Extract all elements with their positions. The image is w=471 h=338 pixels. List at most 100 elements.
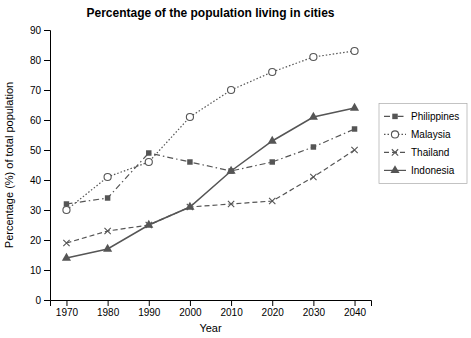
tick: 2040 — [344, 300, 367, 318]
tick-mark — [355, 300, 356, 306]
marker — [63, 206, 70, 213]
tick-label: 20 — [30, 235, 42, 246]
x-axis: 1970 1980 1990 2000 2010 2020 2030 2040 — [51, 300, 372, 318]
marker — [103, 244, 112, 252]
tick: 40 — [30, 175, 50, 186]
tick-mark — [44, 60, 50, 61]
tick-label: 1990 — [138, 307, 161, 318]
marker — [309, 112, 318, 120]
legend-item: Philippines — [384, 111, 459, 122]
tick: 10 — [30, 265, 50, 276]
axis-line — [44, 31, 51, 301]
marker — [351, 47, 358, 54]
tick-label: 60 — [30, 115, 42, 126]
tick-label: 2000 — [179, 307, 202, 318]
chart: 1970198019902000201020202030204001020304… — [0, 0, 471, 338]
marker — [269, 198, 275, 204]
marker — [310, 174, 316, 180]
legend-label: Thailand — [411, 147, 449, 158]
legend-frame — [379, 103, 467, 183]
tick-mark — [44, 180, 50, 181]
tick-mark — [44, 240, 50, 241]
tick: 1990 — [138, 300, 161, 318]
legend-item: Indonesia — [384, 165, 455, 176]
legend-marker — [392, 149, 398, 155]
title: Percentage of the population living in c… — [86, 6, 334, 20]
tick-mark — [44, 210, 50, 211]
marker — [104, 228, 110, 234]
legend: Philippines Malaysia Thailand Indonesia — [379, 103, 467, 183]
marker — [311, 144, 316, 149]
marker — [62, 253, 71, 261]
tick: 2010 — [220, 300, 243, 318]
tick-label: 80 — [30, 55, 42, 66]
marker — [352, 126, 357, 131]
tick-label: 2020 — [262, 307, 285, 318]
tick-label: 90 — [30, 25, 42, 36]
tick: 60 — [30, 115, 50, 126]
marker — [63, 240, 69, 246]
legend-item: Thailand — [384, 147, 449, 158]
tick: 1980 — [97, 300, 120, 318]
tick-label: 2010 — [220, 307, 243, 318]
tick: 0 — [35, 295, 50, 306]
marker — [310, 53, 317, 60]
marker — [350, 103, 359, 111]
tick-label: 40 — [30, 175, 42, 186]
marker — [146, 150, 151, 155]
y-axis-title: Percentage (%) of total population — [3, 82, 15, 248]
tick: 2020 — [262, 300, 285, 318]
tick-mark — [44, 120, 50, 121]
marker — [105, 195, 110, 200]
tick-label: 30 — [30, 205, 42, 216]
tick: 90 — [30, 25, 50, 36]
axis-line — [51, 301, 372, 307]
tick: 50 — [30, 145, 50, 156]
tick: 2030 — [303, 300, 326, 318]
tick: 80 — [30, 55, 50, 66]
tick-label: 50 — [30, 145, 42, 156]
marker — [269, 68, 276, 75]
tick-mark — [44, 30, 50, 31]
legend-marker — [390, 165, 399, 173]
tick-label: 2030 — [303, 307, 326, 318]
tick: 1970 — [56, 300, 79, 318]
tick-label: 70 — [30, 85, 42, 96]
tick-mark — [272, 300, 273, 306]
line — [66, 108, 354, 258]
tick-mark — [44, 90, 50, 91]
marker — [268, 136, 277, 144]
marker — [351, 147, 357, 153]
tick-mark — [190, 300, 191, 306]
legend-label: Malaysia — [411, 129, 451, 140]
legend-item: Malaysia — [384, 129, 451, 140]
plot: 1970198019902000201020202030204001020304… — [30, 25, 372, 318]
tick-mark — [108, 300, 109, 306]
tick-mark — [66, 300, 67, 306]
tick-label: 2040 — [344, 307, 367, 318]
tick-mark — [44, 150, 50, 151]
tick-mark — [44, 270, 50, 271]
marker — [145, 158, 152, 165]
legend-label: Philippines — [411, 111, 459, 122]
tick-mark — [149, 300, 150, 306]
tick-label: 0 — [35, 295, 41, 306]
marker — [185, 202, 194, 210]
marker — [104, 173, 111, 180]
tick-mark — [44, 300, 50, 301]
legend-marker — [392, 114, 397, 119]
tick: 30 — [30, 205, 50, 216]
legend-marker — [391, 131, 398, 138]
marks — [62, 47, 359, 260]
marker — [228, 201, 234, 207]
y-axis: 0 10 20 30 40 50 60 70 80 90 — [30, 25, 51, 306]
tick-label: 1980 — [97, 307, 120, 318]
tick-mark — [231, 300, 232, 306]
marker — [186, 113, 193, 120]
marker — [144, 220, 153, 228]
x-axis-title: Year — [199, 322, 222, 334]
marker — [227, 166, 236, 174]
line — [66, 150, 354, 243]
marker — [228, 86, 235, 93]
line — [66, 51, 354, 210]
